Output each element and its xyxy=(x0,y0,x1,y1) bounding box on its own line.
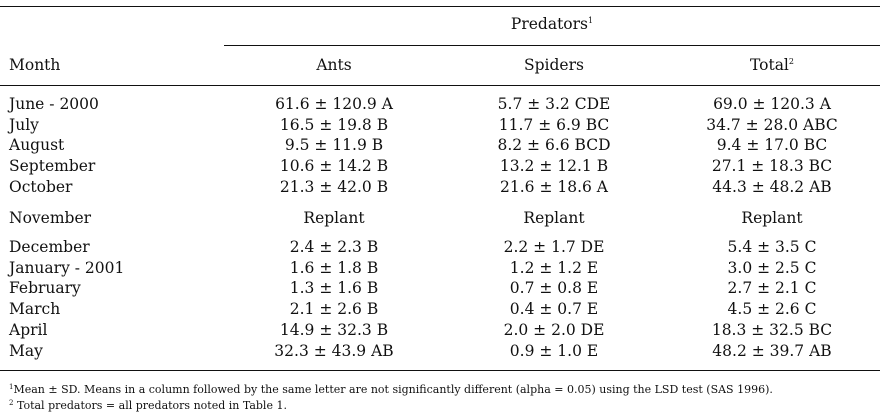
footnote-text: Total predators = all predators noted in… xyxy=(13,399,287,412)
month-cell: June - 2000 xyxy=(9,95,99,113)
total-cell: Replant xyxy=(741,209,803,227)
ants-cell: 61.6 ± 120.9 A xyxy=(275,95,393,113)
table-row: April 14.9 ± 32.3 B 2.0 ± 2.0 DE 18.3 ± … xyxy=(0,321,891,341)
table-row: September 10.6 ± 14.2 B 13.2 ± 12.1 B 27… xyxy=(0,157,891,177)
spiders-cell: 13.2 ± 12.1 B xyxy=(499,157,609,175)
month-column-header: Month xyxy=(9,56,61,74)
ants-cell: 2.1 ± 2.6 B xyxy=(289,300,379,318)
total-cell: 2.7 ± 2.1 C xyxy=(727,279,817,297)
total-cell: 27.1 ± 18.3 BC xyxy=(711,157,833,175)
spiders-cell: 21.6 ± 18.6 A xyxy=(500,178,608,196)
table-bottom-rule xyxy=(0,370,880,371)
total-cell: 69.0 ± 120.3 A xyxy=(713,95,831,113)
total-footnote-mark: 2 xyxy=(788,57,794,66)
month-cell: April xyxy=(9,321,48,339)
table-row: February 1.3 ± 1.6 B 0.7 ± 0.8 E 2.7 ± 2… xyxy=(0,279,891,299)
total-cell: 4.5 ± 2.6 C xyxy=(727,300,817,318)
total-cell: 34.7 ± 28.0 ABC xyxy=(706,116,838,134)
month-cell: May xyxy=(9,342,43,360)
predators-footnote-mark: 1 xyxy=(588,16,594,25)
spiders-cell: 2.0 ± 2.0 DE xyxy=(503,321,605,339)
ants-cell: 21.3 ± 42.0 B xyxy=(279,178,389,196)
ants-cell: 32.3 ± 43.9 AB xyxy=(274,342,394,360)
ants-cell: 1.3 ± 1.6 B xyxy=(289,279,379,297)
table-row: October 21.3 ± 42.0 B 21.6 ± 18.6 A 44.3… xyxy=(0,178,891,198)
ants-cell: 1.6 ± 1.8 B xyxy=(289,259,379,277)
month-cell: March xyxy=(9,300,61,318)
table-row: November Replant Replant Replant xyxy=(0,209,891,229)
spiders-cell: 2.2 ± 1.7 DE xyxy=(503,238,605,256)
table-row: June - 2000 61.6 ± 120.9 A 5.7 ± 3.2 CDE… xyxy=(0,95,891,115)
footnote-text: Mean ± SD. Means in a column followed by… xyxy=(13,383,773,396)
ants-cell: 9.5 ± 11.9 B xyxy=(284,136,384,154)
spiders-cell: 0.7 ± 0.8 E xyxy=(509,279,599,297)
total-cell: 18.3 ± 32.5 BC xyxy=(711,321,833,339)
month-cell: November xyxy=(9,209,92,227)
total-cell: 44.3 ± 48.2 AB xyxy=(712,178,832,196)
table-row: December 2.4 ± 2.3 B 2.2 ± 1.7 DE 5.4 ± … xyxy=(0,238,891,258)
predators-group-header: Predators1 xyxy=(224,15,880,33)
spiders-cell: 0.9 ± 1.0 E xyxy=(509,342,599,360)
total-label: Total xyxy=(750,56,789,74)
ants-cell: 16.5 ± 19.8 B xyxy=(279,116,389,134)
table-row: March 2.1 ± 2.6 B 0.4 ± 0.7 E 4.5 ± 2.6 … xyxy=(0,300,891,320)
total-cell: 48.2 ± 39.7 AB xyxy=(712,342,832,360)
footnote-mark: 1 xyxy=(9,383,14,391)
predators-underline xyxy=(224,45,880,46)
table-row: August 9.5 ± 11.9 B 8.2 ± 6.6 BCD 9.4 ± … xyxy=(0,136,891,156)
month-cell: September xyxy=(9,157,96,175)
table-row: January - 2001 1.6 ± 1.8 B 1.2 ± 1.2 E 3… xyxy=(0,259,891,279)
table-row: July 16.5 ± 19.8 B 11.7 ± 6.9 BC 34.7 ± … xyxy=(0,116,891,136)
predators-label: Predators xyxy=(510,15,588,33)
ants-cell: 14.9 ± 32.3 B xyxy=(279,321,389,339)
spiders-cell: 1.2 ± 1.2 E xyxy=(509,259,599,277)
table-row: May 32.3 ± 43.9 AB 0.9 ± 1.0 E 48.2 ± 39… xyxy=(0,342,891,362)
total-column-header: Total2 xyxy=(664,56,880,74)
month-cell: February xyxy=(9,279,81,297)
spiders-cell: 0.4 ± 0.7 E xyxy=(509,300,599,318)
month-cell: August xyxy=(9,136,65,154)
month-cell: December xyxy=(9,238,90,256)
ants-cell: Replant xyxy=(303,209,365,227)
top-rule xyxy=(0,6,880,7)
spiders-cell: 8.2 ± 6.6 BCD xyxy=(497,136,611,154)
footnote-2: 2 Total predators = all predators noted … xyxy=(9,399,287,412)
spiders-cell: 11.7 ± 6.9 BC xyxy=(498,116,610,134)
spiders-cell: 5.7 ± 3.2 CDE xyxy=(497,95,611,113)
total-cell: 3.0 ± 2.5 C xyxy=(727,259,817,277)
footnote-mark: 2 xyxy=(9,399,14,407)
header-bottom-rule xyxy=(0,85,880,86)
ants-cell: 2.4 ± 2.3 B xyxy=(289,238,379,256)
ants-cell: 10.6 ± 14.2 B xyxy=(279,157,389,175)
spiders-column-header: Spiders xyxy=(524,56,584,74)
month-cell: July xyxy=(9,116,39,134)
footnote-1: 1Mean ± SD. Means in a column followed b… xyxy=(9,383,773,396)
total-cell: 9.4 ± 17.0 BC xyxy=(716,136,828,154)
spiders-cell: Replant xyxy=(523,209,585,227)
month-cell: January - 2001 xyxy=(9,259,125,277)
month-cell: October xyxy=(9,178,73,196)
ants-column-header: Ants xyxy=(316,56,352,74)
total-cell: 5.4 ± 3.5 C xyxy=(727,238,817,256)
